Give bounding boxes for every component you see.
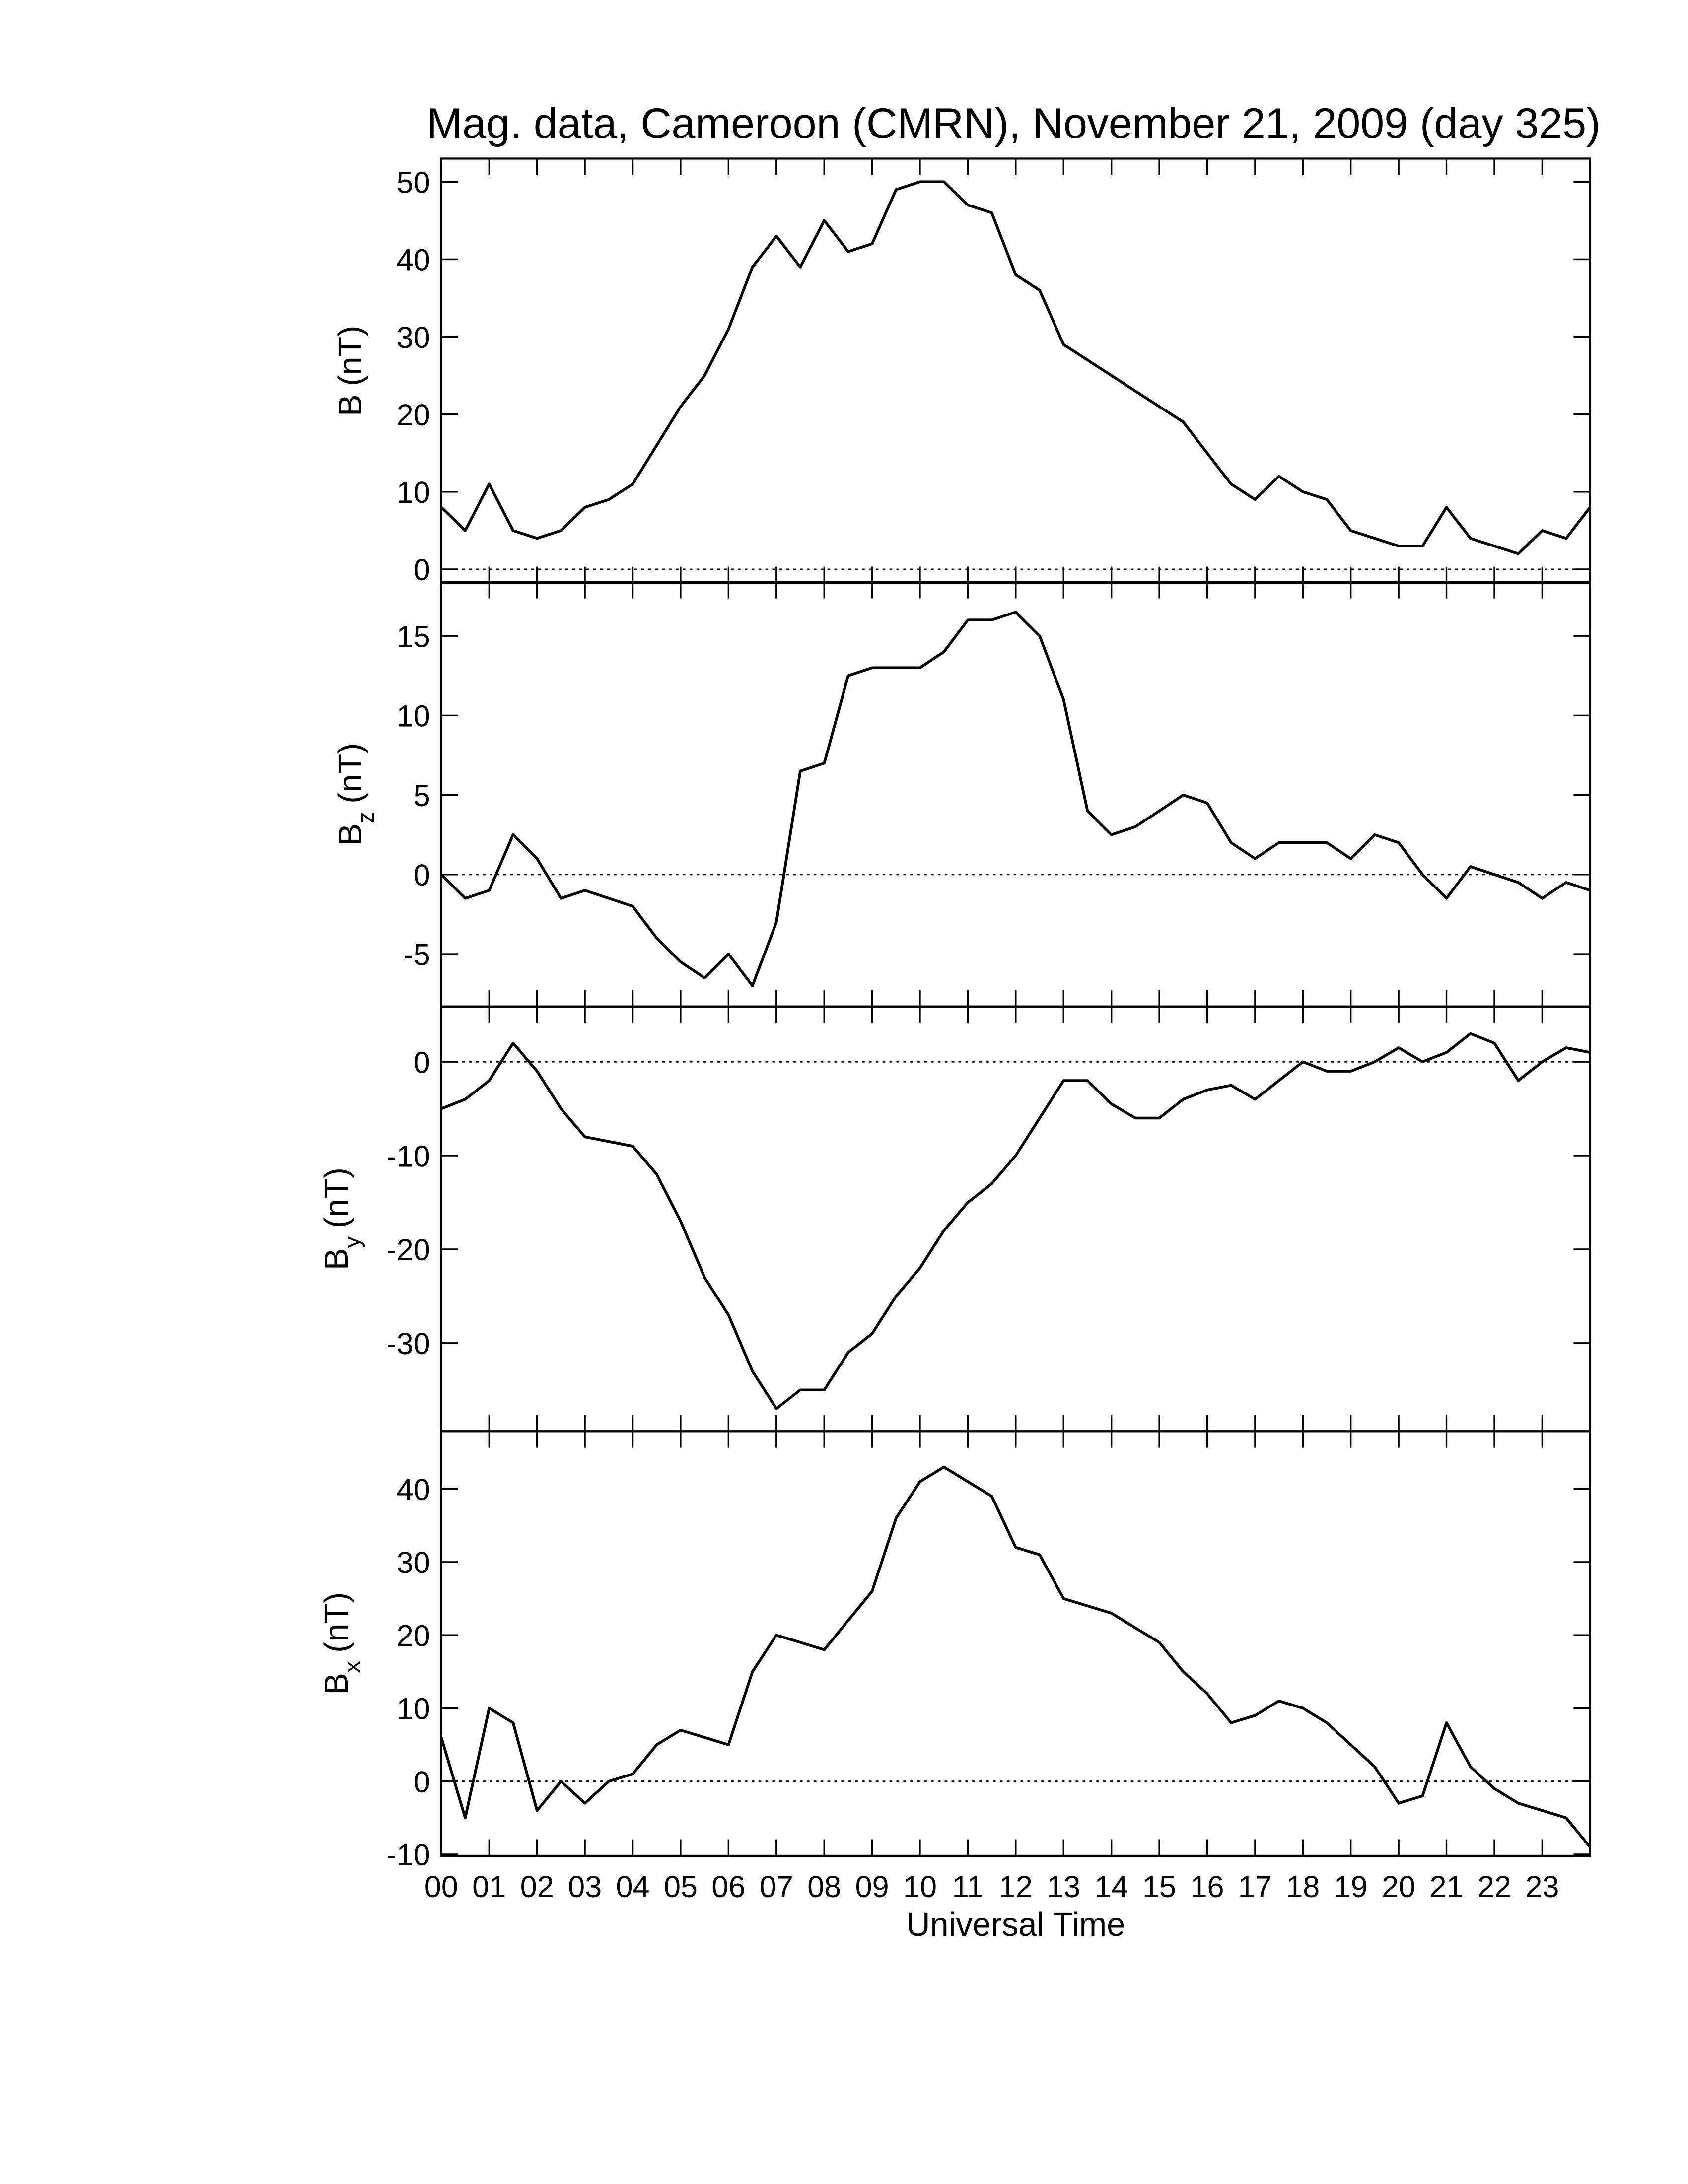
y-tick-label: 30: [397, 321, 430, 354]
y-tick-label: 0: [414, 553, 430, 587]
y-label-unit: (nT): [318, 1167, 355, 1228]
y-tick-label: 30: [397, 1546, 430, 1579]
x-tick-label: 23: [1525, 1870, 1559, 1904]
x-tick-label: 09: [855, 1870, 889, 1904]
x-axis-label: Universal Time: [906, 1907, 1125, 1943]
y-tick-label: 10: [397, 699, 430, 733]
x-tick-label: 13: [1047, 1870, 1080, 1904]
y-tick-label: -20: [386, 1233, 430, 1267]
x-tick-label: 14: [1095, 1870, 1128, 1904]
y-label-unit: (nT): [318, 1592, 355, 1653]
x-tick-label: 18: [1286, 1870, 1320, 1904]
data-line: [440, 1032, 1591, 1410]
x-tick-label: 15: [1142, 1870, 1176, 1904]
x-tick-label: 08: [807, 1870, 841, 1904]
x-tick-label: 10: [903, 1870, 937, 1904]
data-line: [440, 1465, 1591, 1848]
y-tick-label: 5: [414, 779, 430, 813]
x-tick-label: 05: [664, 1870, 698, 1904]
y-axis-label: By (nT): [318, 1167, 365, 1270]
x-tick-label: 21: [1430, 1870, 1464, 1904]
y-label-subscript: y: [339, 1236, 365, 1248]
y-tick-label: 40: [397, 1473, 430, 1506]
x-tick-label: 11: [952, 1870, 984, 1904]
y-tick-label: 10: [397, 476, 430, 509]
y-label-symbol: B: [332, 394, 369, 416]
x-tick-label: 22: [1477, 1870, 1511, 1904]
y-tick-label: -10: [386, 1139, 430, 1173]
y-tick-label: -10: [386, 1838, 430, 1872]
x-tick-label: 01: [472, 1870, 506, 1904]
y-tick-label: 0: [414, 1045, 430, 1079]
x-tick-label: 20: [1382, 1870, 1415, 1904]
y-tick-label: 0: [414, 1765, 430, 1799]
y-axis-label: Bx (nT): [318, 1592, 365, 1695]
x-tick-label: 07: [760, 1870, 793, 1904]
chart-title: Mag. data, Cameroon (CMRN), November 21,…: [427, 100, 1601, 147]
plot-frame: [440, 581, 1591, 1008]
y-axis-label: B (nT): [332, 326, 369, 416]
y-tick-label: 15: [397, 619, 430, 653]
y-tick-label: 10: [397, 1692, 430, 1726]
x-tick-label: 16: [1190, 1870, 1224, 1904]
y-tick-label: 20: [397, 1619, 430, 1652]
y-tick-label: 0: [414, 858, 430, 892]
plot-frame: [440, 157, 1591, 585]
y-label-symbol: B: [318, 1248, 355, 1270]
data-line: [440, 611, 1591, 987]
y-tick-label: -5: [403, 938, 430, 971]
x-tick-label: 02: [520, 1870, 554, 1904]
plot-frame: [440, 1430, 1591, 1857]
y-axis-label: Bz (nT): [332, 743, 379, 846]
x-tick-label: 03: [568, 1870, 602, 1904]
x-tick-label: 06: [711, 1870, 745, 1904]
y-tick-label: 50: [397, 166, 430, 200]
data-line: [440, 180, 1591, 555]
y-label-subscript: x: [339, 1661, 365, 1673]
x-tick-label: 12: [999, 1870, 1033, 1904]
y-label-subscript: z: [353, 812, 379, 823]
x-tick-label: 17: [1238, 1870, 1272, 1904]
x-tick-label: 04: [616, 1870, 650, 1904]
y-label-symbol: B: [318, 1673, 355, 1695]
y-tick-label: 20: [397, 398, 430, 432]
plot-frame: [440, 1005, 1591, 1433]
x-tick-label: 19: [1334, 1870, 1368, 1904]
y-tick-label: 40: [397, 243, 430, 277]
y-tick-label: -30: [386, 1327, 430, 1361]
x-tick-label: 00: [424, 1870, 458, 1904]
y-label-unit: (nT): [332, 743, 369, 804]
y-label-symbol: B: [332, 823, 369, 845]
y-label-unit: (nT): [332, 326, 369, 386]
